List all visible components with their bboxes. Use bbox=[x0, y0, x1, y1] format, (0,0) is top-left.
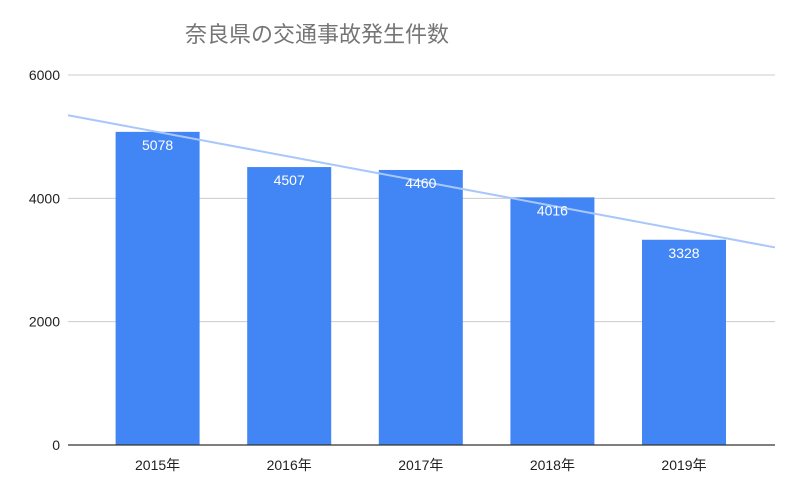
trendline bbox=[67, 114, 776, 249]
trendline-layer bbox=[67, 114, 776, 249]
data-label: 4507 bbox=[274, 172, 305, 188]
data-label: 4460 bbox=[405, 175, 436, 191]
bar bbox=[378, 169, 463, 445]
y-tick-label: 4000 bbox=[29, 190, 60, 206]
y-tick-label: 2000 bbox=[29, 314, 60, 330]
bar bbox=[642, 239, 726, 445]
axes: 0 2000 4000 6000 2015年 2016年 2017年 2018年 2019年 bbox=[29, 67, 775, 473]
data-label: 4016 bbox=[537, 202, 568, 218]
data-label: 5078 bbox=[142, 137, 173, 153]
y-tick-label: 0 bbox=[52, 437, 60, 453]
bar bbox=[115, 131, 200, 445]
x-tick-label: 2015年 bbox=[135, 457, 180, 473]
chart-title: 奈良県の交通事故発生件数 bbox=[185, 23, 449, 48]
y-tick-label: 6000 bbox=[29, 67, 60, 83]
bar bbox=[510, 197, 595, 445]
x-tick-label: 2017年 bbox=[398, 457, 443, 473]
x-tick-label: 2018年 bbox=[530, 457, 575, 473]
data-label: 3328 bbox=[668, 245, 699, 261]
x-tick-label: 2016年 bbox=[267, 457, 312, 473]
data-labels: 5078 4507 4460 4016 3328 bbox=[142, 137, 700, 261]
bars bbox=[115, 131, 726, 445]
x-tick-label: 2019年 bbox=[661, 457, 706, 473]
bar bbox=[247, 167, 332, 445]
